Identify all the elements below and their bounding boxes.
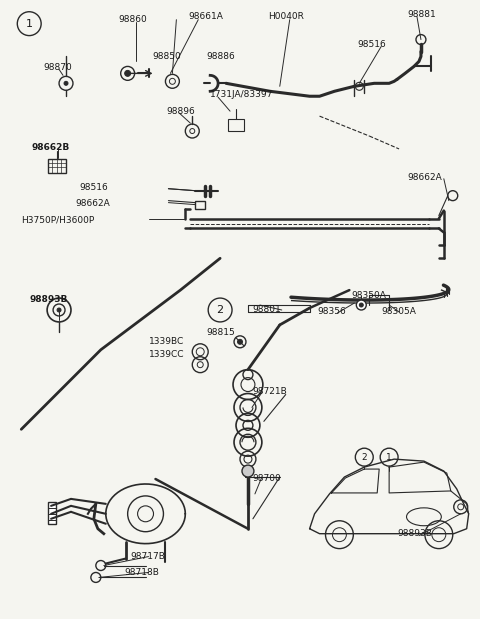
Text: 1: 1	[26, 19, 33, 28]
Text: 98305A: 98305A	[381, 307, 416, 316]
Text: 1731JA/83397: 1731JA/83397	[210, 90, 274, 99]
Text: 1339BC: 1339BC	[148, 337, 184, 346]
Text: 98662A: 98662A	[407, 173, 442, 182]
Bar	[228, 119, 244, 131]
Text: 98893B: 98893B	[29, 295, 68, 304]
Circle shape	[57, 308, 61, 312]
Bar	[195, 201, 205, 209]
Circle shape	[242, 465, 254, 477]
Circle shape	[125, 71, 131, 76]
Text: 98881: 98881	[407, 10, 436, 19]
Text: 2: 2	[361, 452, 367, 462]
Text: 2: 2	[216, 305, 224, 315]
Text: 98717B: 98717B	[131, 552, 166, 561]
Bar	[48, 159, 66, 173]
Circle shape	[356, 300, 366, 310]
Text: 98721B: 98721B	[252, 386, 287, 396]
Text: 98516: 98516	[357, 40, 386, 48]
Text: 98870: 98870	[43, 63, 72, 72]
Text: 98661A: 98661A	[188, 12, 223, 20]
Text: 98662A: 98662A	[75, 199, 110, 207]
Text: 98815: 98815	[206, 328, 235, 337]
Text: 98896: 98896	[167, 107, 195, 116]
Text: H0040R: H0040R	[268, 12, 304, 20]
Bar	[48, 502, 56, 524]
Text: 98850: 98850	[153, 51, 181, 61]
Text: 98516: 98516	[79, 183, 108, 192]
Text: 98718B: 98718B	[125, 568, 159, 578]
Text: 98886: 98886	[206, 51, 235, 61]
Circle shape	[64, 81, 68, 85]
Text: 98860: 98860	[119, 15, 147, 24]
Text: 98350A: 98350A	[351, 291, 386, 300]
Text: 1: 1	[386, 452, 392, 462]
Text: 98893B: 98893B	[397, 529, 432, 538]
Circle shape	[360, 303, 363, 307]
Text: 98700: 98700	[252, 474, 281, 483]
Text: 98662B: 98662B	[31, 143, 70, 152]
Text: 1339CC: 1339CC	[148, 350, 184, 359]
Text: H3750P/H3600P: H3750P/H3600P	[21, 215, 95, 225]
Text: 98801: 98801	[252, 305, 281, 314]
Text: 98356: 98356	[318, 307, 346, 316]
Circle shape	[238, 339, 242, 344]
